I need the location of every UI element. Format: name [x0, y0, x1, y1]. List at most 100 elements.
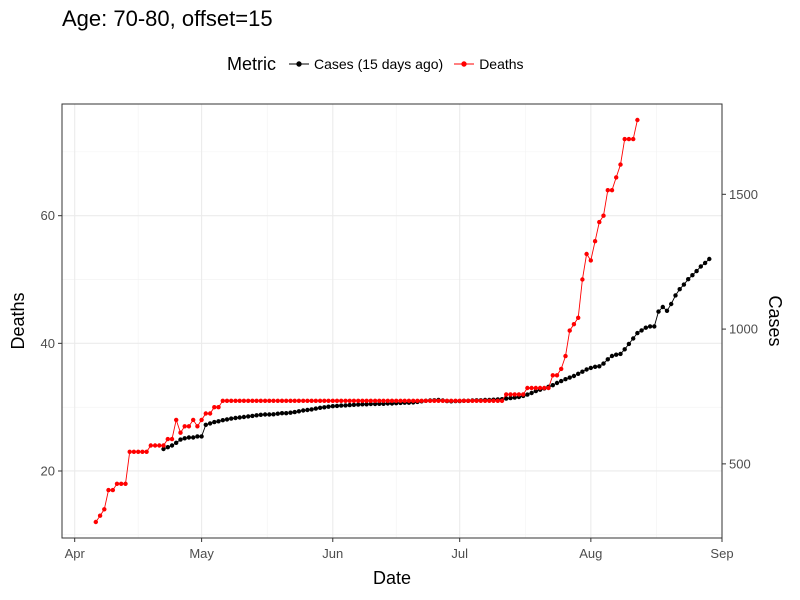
data-point-1: [322, 398, 327, 403]
data-point-1: [110, 487, 116, 493]
data-point-1: [191, 417, 196, 423]
x-axis-title: Date: [373, 568, 411, 588]
data-point-0: [339, 403, 344, 408]
data-point-0: [567, 375, 572, 380]
y2-tick-label: 1500: [729, 187, 758, 202]
data-point-1: [411, 398, 416, 403]
data-point-1: [597, 219, 602, 225]
data-point-1: [415, 398, 420, 403]
data-point-0: [182, 436, 187, 441]
data-point-1: [478, 398, 483, 403]
data-point-1: [241, 398, 247, 403]
data-point-1: [491, 398, 496, 403]
data-point-1: [529, 385, 534, 391]
data-point-1: [550, 373, 555, 378]
data-point-1: [516, 392, 522, 397]
data-point-1: [313, 398, 318, 403]
data-point-1: [436, 398, 441, 403]
legend-key-cases: [289, 61, 309, 67]
data-point-0: [592, 364, 598, 369]
data-point-0: [254, 413, 259, 418]
data-point-1: [542, 385, 547, 391]
data-point-1: [195, 424, 200, 429]
data-point-0: [635, 330, 640, 336]
data-point-1: [93, 519, 99, 525]
data-point-0: [161, 446, 166, 452]
legend-dot-cases: [296, 61, 302, 67]
data-point-0: [694, 268, 699, 274]
legend-item-cases: Cases (15 days ago): [288, 56, 443, 72]
data-point-0: [554, 380, 560, 386]
data-point-1: [174, 417, 179, 423]
data-point-1: [305, 398, 310, 403]
data-point-1: [288, 398, 293, 403]
legend-label-deaths: Deaths: [479, 56, 524, 72]
data-point-0: [707, 256, 712, 262]
data-point-0: [652, 324, 657, 329]
data-point-0: [305, 407, 310, 413]
data-point-1: [537, 385, 543, 391]
data-point-1: [254, 398, 259, 403]
data-point-1: [246, 398, 251, 403]
data-point-1: [161, 443, 166, 448]
data-point-1: [635, 117, 640, 123]
data-point-0: [279, 411, 285, 416]
data-point-1: [614, 175, 619, 180]
data-point-1: [461, 398, 467, 403]
data-point-1: [144, 449, 149, 454]
data-point-1: [309, 398, 314, 403]
grid-minor: [62, 104, 722, 538]
data-point-0: [584, 367, 589, 372]
data-point-1: [123, 481, 128, 486]
data-point-0: [258, 412, 263, 417]
y2-tick-label: 500: [729, 456, 751, 471]
y-tick-label: 60: [41, 208, 55, 223]
grid-major: [62, 104, 723, 538]
data-point-1: [626, 136, 632, 142]
data-point-1: [343, 398, 348, 403]
data-point-1: [457, 398, 462, 403]
data-point-1: [499, 398, 505, 403]
data-point-0: [313, 406, 318, 411]
data-point-1: [203, 411, 208, 416]
data-point-0: [237, 415, 242, 420]
data-point-1: [148, 443, 153, 448]
data-point-1: [237, 398, 242, 403]
data-point-1: [279, 398, 285, 403]
data-point-1: [199, 417, 204, 423]
data-point-0: [690, 273, 695, 278]
data-point-1: [356, 398, 361, 403]
data-point-1: [605, 188, 610, 193]
data-point-1: [559, 366, 564, 372]
data-point-0: [169, 443, 175, 448]
data-point-0: [229, 416, 234, 421]
data-point-0: [301, 408, 306, 413]
data-point-1: [609, 188, 615, 193]
data-point-1: [385, 398, 390, 403]
data-point-1: [406, 398, 412, 403]
panel-border: [61, 103, 723, 539]
data-point-0: [576, 371, 581, 376]
data-point-0: [207, 421, 213, 426]
data-point-0: [626, 341, 632, 347]
data-point-1: [576, 315, 581, 320]
data-point-0: [262, 412, 268, 417]
x-tick-label: Apr: [65, 546, 86, 561]
data-point-1: [152, 443, 158, 448]
data-point-1: [169, 436, 175, 442]
data-point-1: [427, 398, 433, 403]
data-point-1: [106, 487, 111, 493]
data-point-1: [216, 405, 221, 410]
data-point-0: [525, 392, 530, 397]
data-point-0: [618, 351, 623, 357]
data-point-1: [97, 513, 103, 518]
legend-dot-deaths: [461, 61, 467, 67]
data-point-1: [546, 385, 551, 391]
data-point-1: [178, 430, 183, 435]
data-point-0: [347, 402, 352, 408]
data-point-1: [271, 398, 276, 403]
data-point-1: [440, 398, 445, 403]
data-point-1: [186, 424, 192, 429]
legend-label-cases: Cases (15 days ago): [314, 56, 444, 72]
